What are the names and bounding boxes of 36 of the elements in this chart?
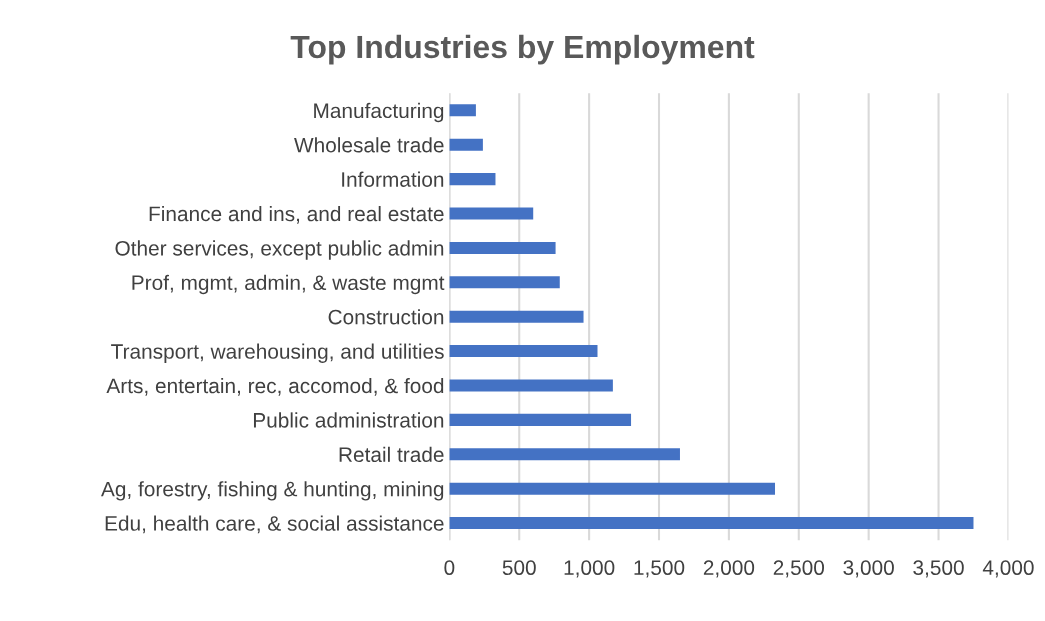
x-tick-label: 500 bbox=[502, 560, 536, 576]
x-tick-label: 2,000 bbox=[703, 560, 755, 578]
y-tick-label: Public administration bbox=[253, 412, 444, 428]
bar bbox=[449, 173, 496, 186]
bar bbox=[449, 276, 560, 289]
y-tick-label: Wholesale trade bbox=[294, 137, 444, 153]
y-tick-label: Ag, forestry, fishing & hunting, mining bbox=[101, 481, 444, 501]
y-tick-label: Prof, mgmt, admin, & waste mgmt bbox=[132, 274, 445, 295]
x-tick-label: 3,500 bbox=[913, 560, 964, 578]
x-tick-label: 4,000 bbox=[982, 560, 1034, 578]
bar bbox=[449, 345, 598, 358]
bar bbox=[449, 310, 584, 323]
y-tick-label: Transport, warehousing, and utilities bbox=[111, 343, 444, 363]
bar bbox=[449, 207, 534, 220]
bar bbox=[449, 517, 974, 530]
x-tick-label: 0 bbox=[444, 560, 455, 576]
y-tick-label: Construction bbox=[328, 309, 444, 325]
bar bbox=[449, 448, 680, 461]
bar bbox=[449, 482, 776, 495]
y-tick-label: Information bbox=[342, 171, 444, 187]
x-tick-label: 1,000 bbox=[564, 560, 615, 578]
chart-title: Top Industries by Employment bbox=[290, 34, 755, 65]
y-tick-label: Retail trade bbox=[339, 446, 444, 463]
y-tick-label: Arts, entertain, rec, accomod, & food bbox=[106, 377, 444, 396]
y-tick-label: Finance and ins, and real estate bbox=[149, 205, 444, 224]
x-tick-label: 1,500 bbox=[634, 560, 685, 578]
bar bbox=[449, 413, 632, 426]
y-tick-label: Other services, except public admin bbox=[115, 240, 444, 260]
y-tick-label: Edu, health care, & social assistance bbox=[105, 515, 444, 534]
bar bbox=[449, 104, 476, 117]
bar bbox=[449, 138, 483, 151]
bar bbox=[449, 241, 556, 254]
bar bbox=[449, 379, 613, 392]
x-tick-label: 3,000 bbox=[843, 560, 894, 578]
x-tick-label: 2,500 bbox=[773, 560, 825, 578]
y-tick-label: Manufacturing bbox=[314, 102, 444, 123]
